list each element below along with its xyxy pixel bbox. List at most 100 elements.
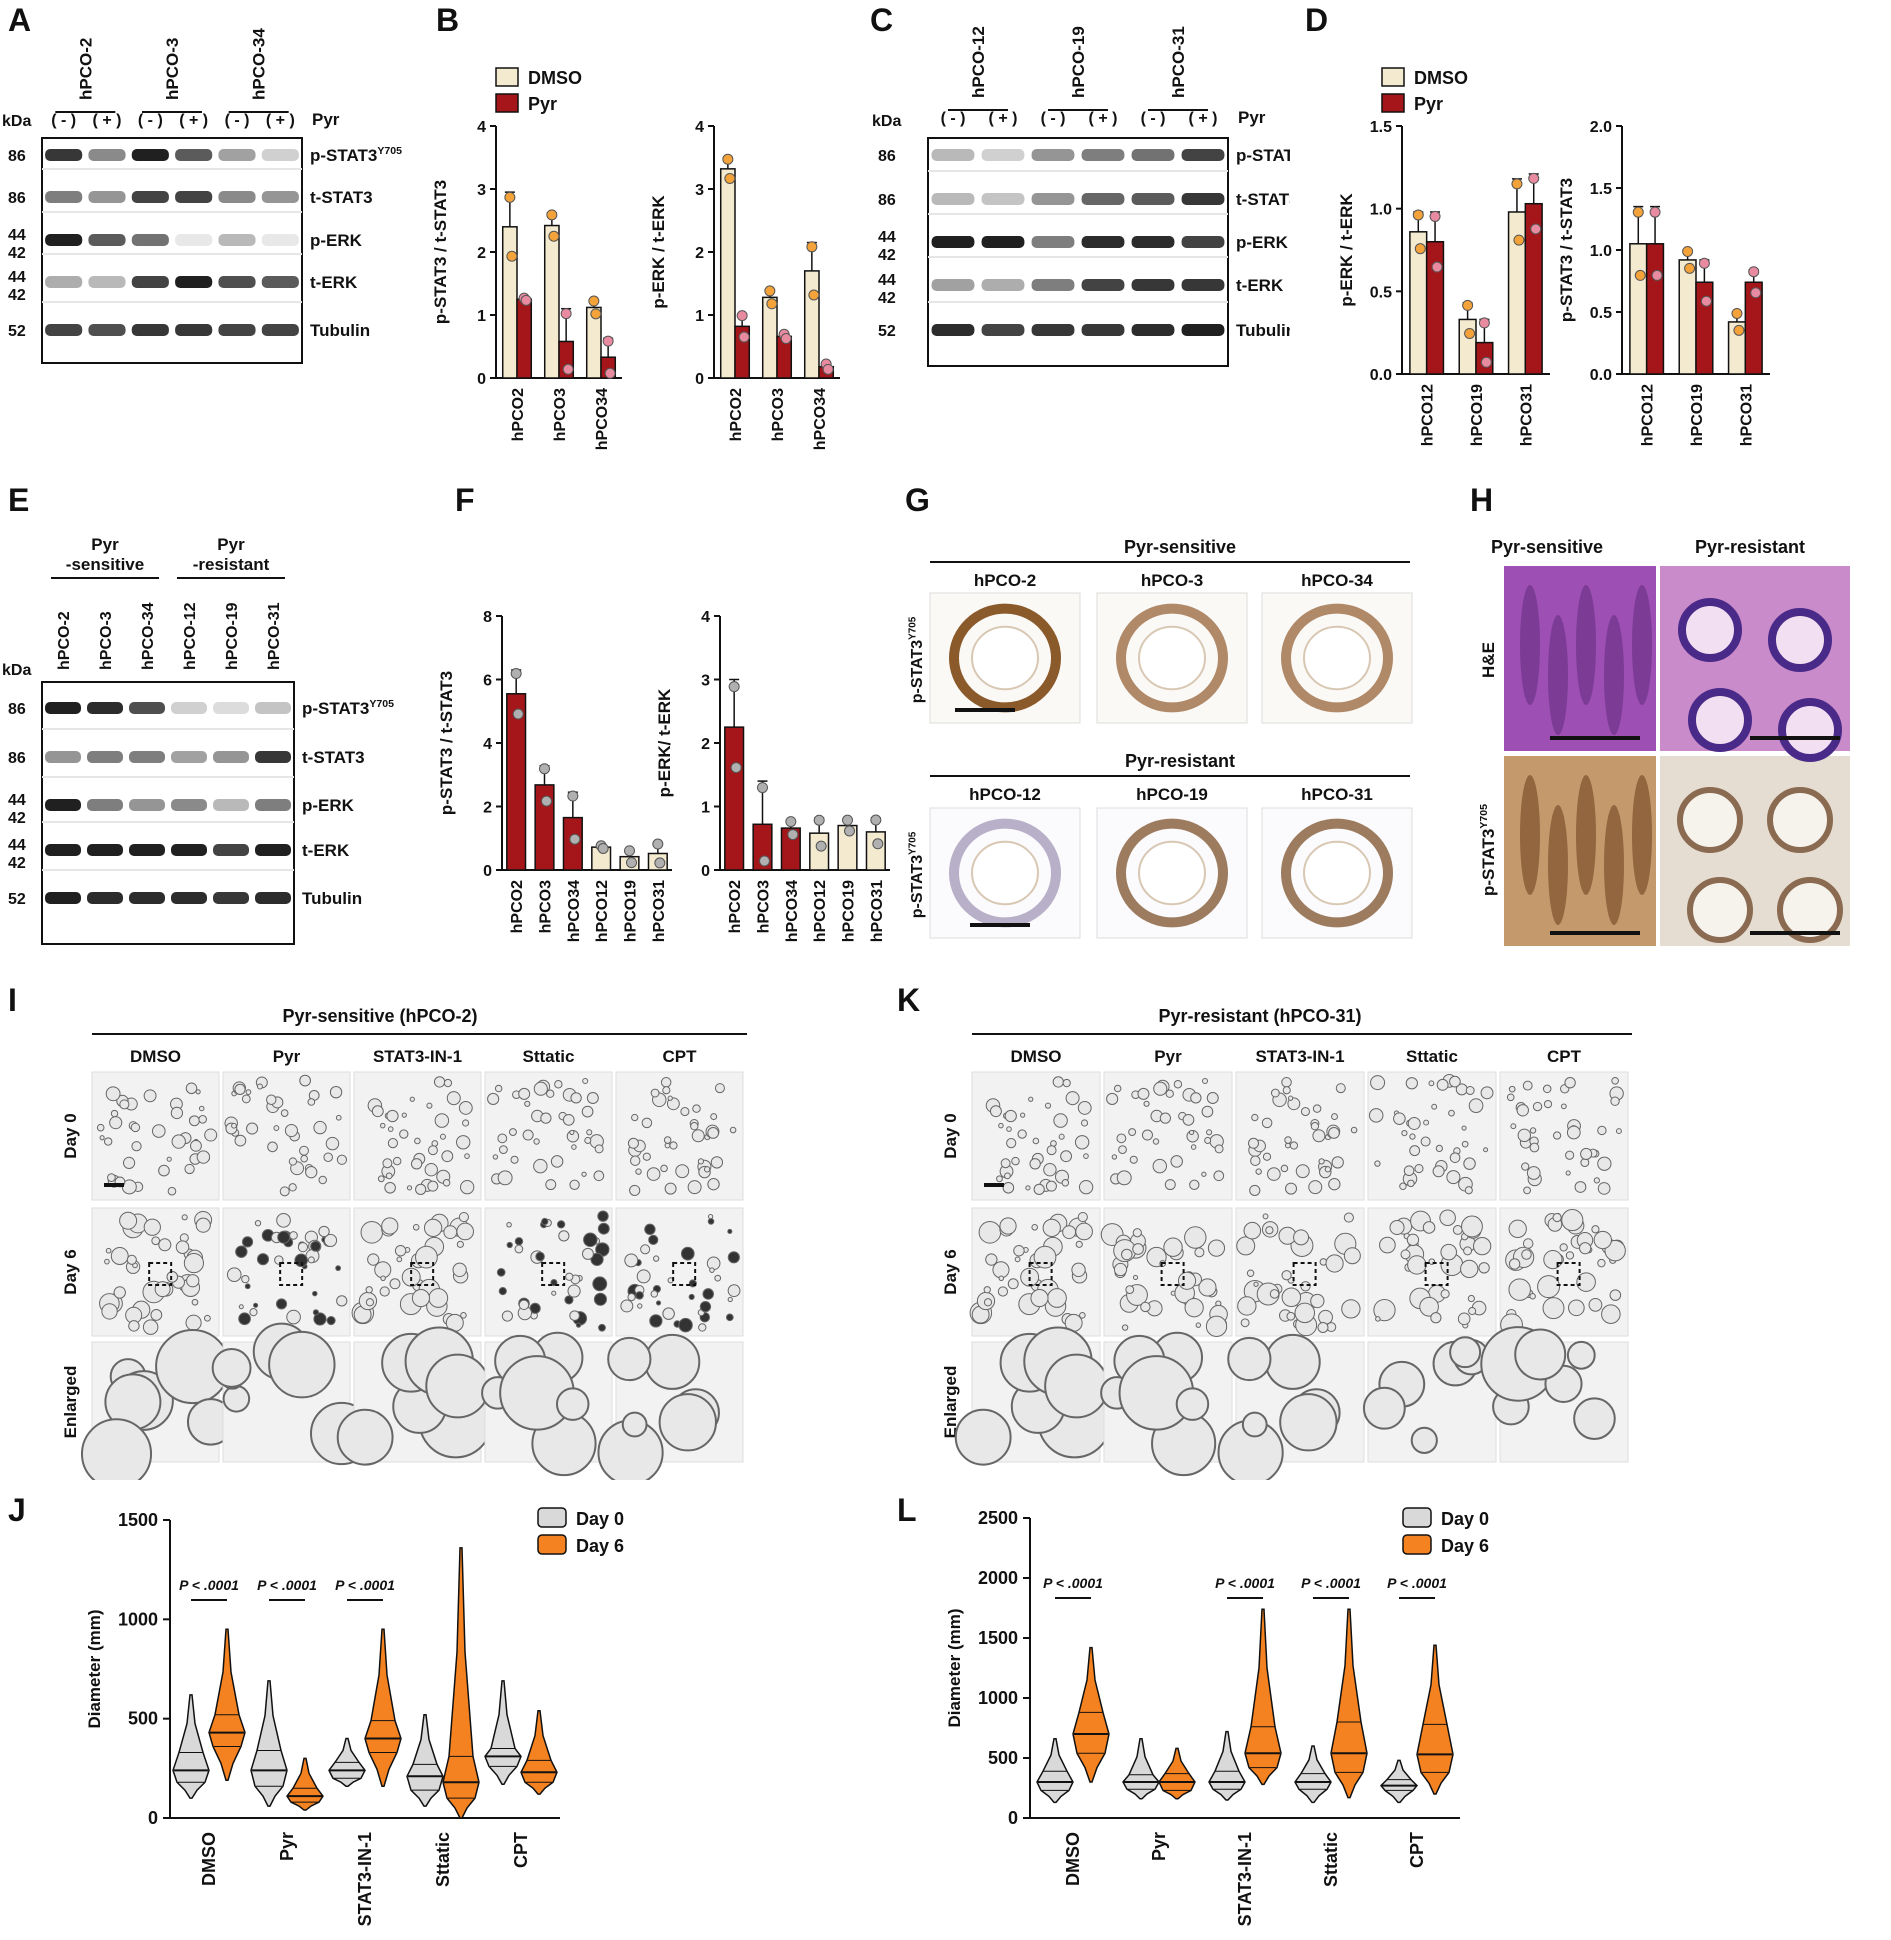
organoid [1265, 1226, 1274, 1235]
organoid [510, 1155, 519, 1164]
protein-label: Tubulin [310, 321, 370, 340]
legend-swatch [495, 67, 519, 87]
legend-label: Day 6 [576, 1536, 624, 1556]
column-label: CPT [1547, 1047, 1582, 1066]
y-tick-label: 0 [483, 863, 492, 880]
organoid [514, 1237, 524, 1246]
organoid [190, 1139, 202, 1152]
organoid [1164, 1179, 1176, 1191]
organoid [660, 1077, 672, 1088]
organoid [680, 1246, 695, 1261]
kda-marker: 44 [8, 227, 26, 244]
x-tick-label: STAT3-IN-1 [355, 1832, 375, 1926]
data-point [652, 838, 664, 850]
band [88, 191, 126, 203]
data-point [780, 333, 792, 345]
band [261, 324, 299, 336]
band [1131, 279, 1175, 291]
data-point [806, 241, 818, 253]
y-tick-label: 4 [695, 119, 704, 136]
organoid [1407, 1179, 1415, 1188]
band [1181, 279, 1225, 291]
organoid [1300, 1281, 1311, 1292]
organoid [498, 1145, 508, 1155]
lane-label: ( - ) [941, 110, 966, 127]
organoid [714, 1083, 725, 1094]
row-label: Enlarged [941, 1366, 960, 1439]
organoid [1163, 1237, 1183, 1257]
data-point [1480, 356, 1492, 368]
organoid [1137, 1087, 1150, 1100]
organoid [1246, 1269, 1255, 1277]
organoid [1286, 1311, 1296, 1321]
band [129, 702, 165, 714]
roi-box [1424, 1262, 1449, 1286]
organoid [99, 1135, 105, 1141]
organoid [1461, 1215, 1483, 1238]
organoid [533, 1081, 548, 1096]
organoid [635, 1291, 644, 1300]
organoid [1285, 1182, 1298, 1195]
organoid [727, 1284, 741, 1298]
organoid [998, 1122, 1004, 1129]
organoid [1294, 1302, 1316, 1324]
organoid [1013, 1245, 1025, 1257]
kda-label: kDa [2, 113, 31, 130]
organoid [1053, 1113, 1068, 1128]
y-tick-label: 1 [477, 308, 486, 325]
roi-box [1292, 1262, 1317, 1286]
image-tile [615, 1071, 744, 1201]
lane-label: ( - ) [51, 112, 76, 129]
organoid [1125, 1285, 1135, 1295]
organoid [1279, 1393, 1338, 1452]
x-tick-label: hPCO19 [841, 880, 858, 942]
organoid [662, 1086, 671, 1095]
organoid [582, 1078, 589, 1085]
organoid [1031, 1223, 1039, 1231]
organoid [280, 1109, 289, 1117]
organoid [1407, 1255, 1427, 1275]
organoid [1111, 1154, 1118, 1160]
p-value: P < .0001 [1387, 1575, 1447, 1591]
organoid [627, 1293, 636, 1302]
organoid [101, 1303, 118, 1320]
data-point [728, 681, 740, 693]
roi-box [541, 1262, 566, 1286]
y-tick-label: 1000 [978, 1688, 1018, 1708]
band [931, 193, 975, 205]
x-tick-label: Pyr [1149, 1832, 1169, 1861]
organoid [1132, 1228, 1142, 1238]
band [218, 191, 256, 203]
organoid [653, 1255, 660, 1262]
ihc-panel-g: Pyr-sensitive Pyr-resistant hPCO-2 hPCO-3 hP… [908, 537, 1413, 939]
organoid [1129, 1155, 1138, 1164]
organoid [1374, 1160, 1381, 1167]
panel-title: Pyr-resistant (hPCO-31) [1158, 1006, 1361, 1026]
organoid [1561, 1209, 1584, 1232]
organoid [698, 1323, 707, 1332]
organoid [389, 1278, 401, 1290]
x-tick-label: Sttatic [1321, 1832, 1341, 1887]
y-tick-label: 1500 [118, 1510, 158, 1530]
organoid [1184, 1226, 1207, 1249]
protein-label: t-ERK [302, 841, 350, 860]
organoid [1604, 1240, 1626, 1262]
band [981, 279, 1025, 291]
lane-label: ( + ) [266, 112, 295, 129]
organoid [428, 1288, 449, 1308]
violin [1122, 1738, 1160, 1800]
band [981, 236, 1025, 248]
organoid [241, 1094, 251, 1104]
bar [1425, 240, 1445, 375]
band [88, 149, 126, 161]
row-label: Day 0 [941, 1113, 960, 1158]
y-tick-label: 2 [483, 800, 492, 817]
organoid [1422, 1221, 1436, 1234]
organoid [593, 1170, 605, 1182]
organoid [1370, 1075, 1386, 1091]
lumen [1138, 625, 1206, 691]
organoid [1213, 1170, 1225, 1182]
organoid [497, 1133, 508, 1144]
data-point [1478, 317, 1490, 329]
